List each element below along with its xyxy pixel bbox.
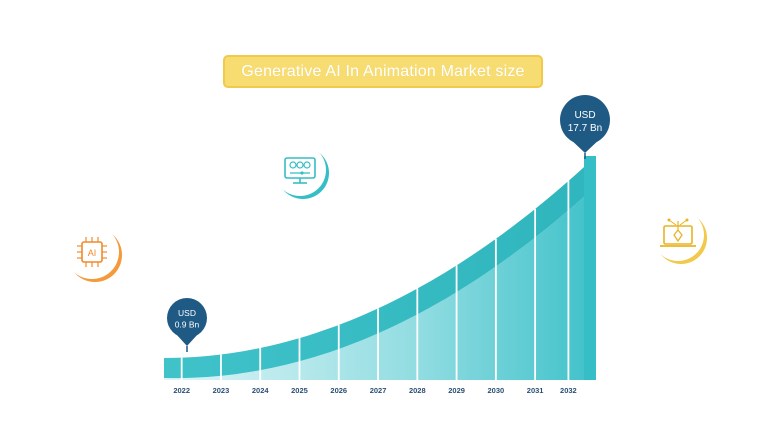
x-tick-label: 2032	[560, 386, 577, 395]
x-tick-label: 2031	[527, 386, 544, 395]
x-tick-label: 2030	[488, 386, 505, 395]
chart-title-text: Generative AI In Animation Market size	[241, 62, 525, 80]
x-tick-label: 2026	[330, 386, 347, 395]
market-area-edge	[584, 156, 596, 380]
monitor-settings-icon	[274, 144, 329, 199]
svg-text:AI: AI	[88, 248, 97, 258]
laptop-pen-icon	[652, 209, 707, 264]
x-tick-label: 2027	[370, 386, 387, 395]
callout-currency: USD	[574, 110, 595, 121]
value-callout: USD 0.9 Bn	[167, 298, 207, 352]
x-tick-label: 2023	[213, 386, 230, 395]
callout-value: 17.7 Bn	[568, 123, 602, 134]
value-callout: USD 17.7 Bn	[560, 95, 610, 159]
callout-value: 0.9 Bn	[175, 320, 200, 330]
market-area	[164, 186, 596, 380]
chart-title: Generative AI In Animation Market size	[223, 55, 543, 88]
x-tick-label: 2022	[173, 386, 190, 395]
ai-chip-icon: AI	[65, 225, 122, 282]
x-tick-label: 2025	[291, 386, 308, 395]
callout-currency: USD	[178, 308, 196, 318]
x-tick-label: 2029	[448, 386, 465, 395]
x-tick-label: 2028	[409, 386, 426, 395]
x-tick-label: 2024	[252, 386, 270, 395]
